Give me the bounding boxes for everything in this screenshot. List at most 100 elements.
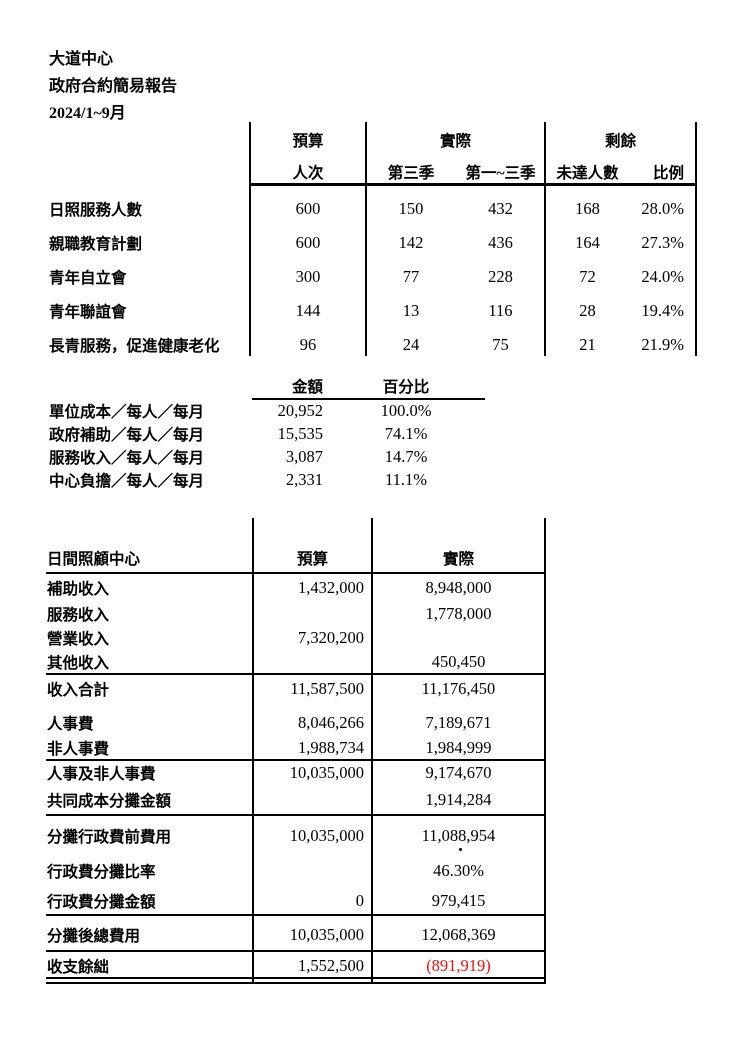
cell-unmet: 28 <box>579 301 596 320</box>
daycare-table-border <box>252 518 254 984</box>
service-stats-table: 預算 實際 剩餘 人次 第三季 第一~三季 未達人數 比例 日照服務人數 600… <box>49 122 696 362</box>
cell-budget: 8,046,266 <box>298 712 364 732</box>
cell-budget: 144 <box>295 301 321 320</box>
row-label: 行政費分攤比率 <box>47 864 156 881</box>
cell-amount: 3,087 <box>285 446 323 466</box>
cell-budget: 600 <box>295 199 321 218</box>
cell-ratio: 21.9% <box>641 335 684 354</box>
cell-actual: 979,415 <box>431 891 486 910</box>
spacer <box>47 703 545 710</box>
daycare-subtotal-rule <box>46 814 546 816</box>
unit-cost-header-rule <box>252 398 485 400</box>
cell-q3: 77 <box>402 267 420 286</box>
cell-actual: 12,068,369 <box>421 925 496 944</box>
row-label: 青年聯誼會 <box>49 304 127 321</box>
service-table-border <box>365 122 367 356</box>
row-label: 其他收入 <box>47 655 110 672</box>
row-label: 共同成本分攤金額 <box>47 793 172 810</box>
daycare-subtotal-rule <box>46 759 546 761</box>
cell-percent: 100.0% <box>380 400 432 420</box>
row-label: 非人事費 <box>47 740 110 758</box>
cell-amount: 15,535 <box>277 423 323 443</box>
cell-actual: 1,984,999 <box>425 737 492 757</box>
cell-budget <box>253 785 372 815</box>
cell-budget: 10,035,000 <box>289 925 364 944</box>
cell-budget: 10,035,000 <box>289 762 364 782</box>
stray-dot-mark <box>459 848 462 851</box>
col-header-budget: 預算 <box>296 551 328 568</box>
cell-actual: 1,778,000 <box>425 603 492 623</box>
daycare-table-border <box>544 518 546 984</box>
cell-ratio: 19.4% <box>641 301 684 320</box>
cell-budget: 7,320,200 <box>298 628 364 647</box>
row-label: 營業收入 <box>47 631 110 648</box>
col-header-ratio: 比例 <box>652 165 684 182</box>
col-header-actual: 實際 <box>439 133 471 150</box>
cell-actual: 7,189,671 <box>425 712 492 732</box>
cell-budget: 10,035,000 <box>289 826 364 845</box>
daycare-table-title: 日間照顧中心 <box>47 551 141 568</box>
cell-unmet: 72 <box>579 267 596 286</box>
cell-percent: 74.1% <box>384 423 428 443</box>
cell-amount: 2,331 <box>285 469 323 489</box>
row-label: 人事及非人事費 <box>47 765 156 783</box>
cell-q1-3: 75 <box>492 335 509 354</box>
row-label: 分攤後總費用 <box>47 928 141 945</box>
col-header-budget: 預算 <box>292 133 324 150</box>
col-header-count: 人次 <box>292 165 324 182</box>
daycare-table-border <box>371 518 373 984</box>
row-label: 政府補助／每人／每月 <box>49 426 205 444</box>
row-label: 中心負擔／每人／每月 <box>49 472 205 490</box>
cell-actual: 1,914,284 <box>425 790 492 809</box>
report-period: 2024/1~9月 <box>49 105 126 122</box>
cell-actual: 46.30% <box>433 861 484 880</box>
cell-actual <box>372 626 545 650</box>
cell-actual: 11,088,954 <box>421 826 496 845</box>
empty-cell <box>49 158 250 186</box>
cell-q3: 13 <box>402 301 420 320</box>
cell-budget <box>253 857 372 885</box>
cell-q3: 150 <box>398 199 424 218</box>
daycare-header-rule <box>46 572 546 574</box>
cell-q1-3: 116 <box>488 301 513 320</box>
row-label: 親職教育計劃 <box>49 236 143 253</box>
daycare-subtotal-rule <box>46 673 546 675</box>
cell-unmet: 21 <box>579 335 596 354</box>
row-label: 長青服務，促進健康老化 <box>49 338 220 355</box>
cell-percent: 14.7% <box>384 446 428 466</box>
cell-budget: 1,988,734 <box>298 737 364 757</box>
cell-unmet: 164 <box>575 233 600 252</box>
cell-ratio: 27.3% <box>641 233 684 252</box>
row-label: 收入合計 <box>47 681 110 699</box>
col-header-percent: 百分比 <box>382 378 430 396</box>
row-label: 分攤行政費前費用 <box>47 829 172 846</box>
row-label: 行政費分攤金額 <box>47 894 156 911</box>
empty-cell <box>49 372 253 399</box>
cell-actual-deficit: (891,919) <box>426 955 491 975</box>
daycare-subtotal-rule <box>46 914 546 916</box>
title-block: 大道中心 政府合約簡易報告 2024/1~9月 <box>49 46 177 127</box>
cell-budget: 11,587,500 <box>290 678 364 698</box>
cell-budget <box>253 650 372 674</box>
col-header-amount: 金額 <box>291 378 323 396</box>
cell-q1-3: 432 <box>488 199 513 218</box>
cell-ratio: 28.0% <box>641 199 684 218</box>
cell-actual: 9,174,670 <box>425 762 492 782</box>
daycare-total-double-rule <box>46 982 546 984</box>
report-title: 政府合約簡易報告 <box>49 78 178 95</box>
cell-actual: 8,948,000 <box>425 577 492 597</box>
row-label: 服務收入 <box>47 606 110 624</box>
col-header-remaining: 剩餘 <box>604 133 636 150</box>
row-label: 補助收入 <box>47 580 110 598</box>
service-table-header-rule <box>249 183 697 186</box>
empty-cell <box>49 122 250 158</box>
cell-budget: 300 <box>295 267 321 286</box>
col-header-unmet: 未達人數 <box>556 165 619 182</box>
cell-percent: 11.1% <box>384 469 427 489</box>
row-label: 收支餘絀 <box>47 958 110 976</box>
cell-budget: 1,552,500 <box>298 955 364 975</box>
unit-cost-table: 金額 百分比 單位成本／每人／每月 20,952 100.0% 政府補助／每人／… <box>49 372 482 491</box>
cell-budget: 1,432,000 <box>298 577 364 597</box>
service-table-border <box>544 122 546 356</box>
